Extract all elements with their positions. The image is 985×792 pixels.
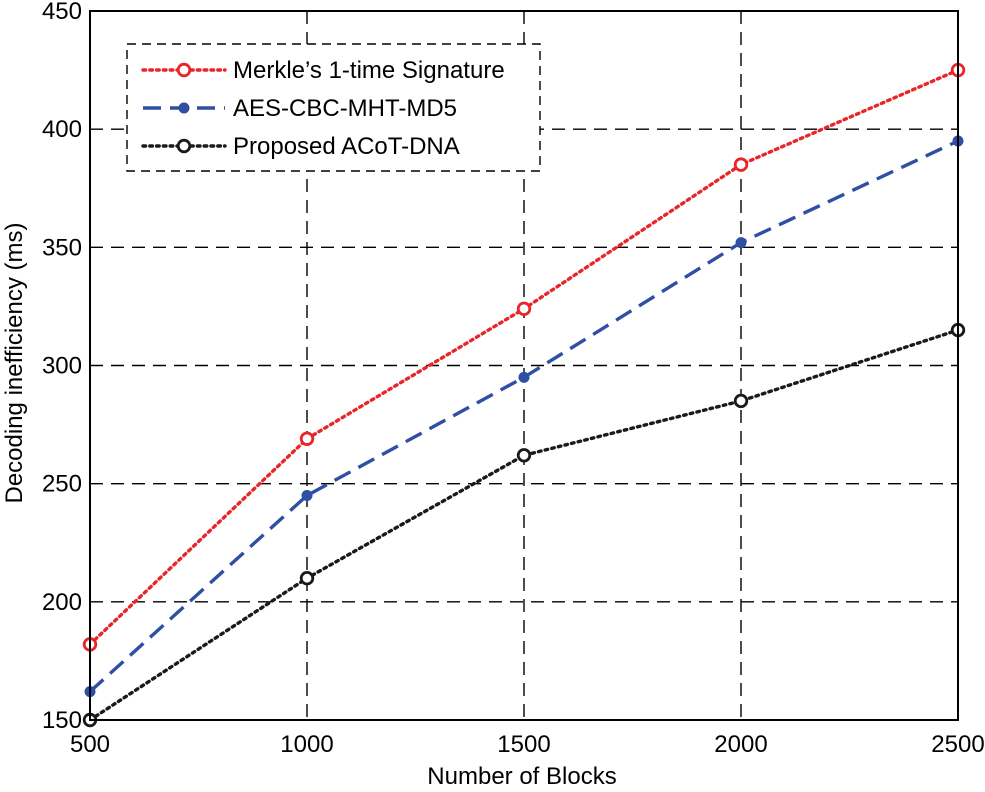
grid <box>90 11 958 720</box>
legend-label: AES-CBC-MHT-MD5 <box>233 95 457 122</box>
x-tick-label: 1500 <box>497 731 550 758</box>
plot-frame <box>89 10 959 721</box>
data-point <box>301 489 313 501</box>
data-point <box>733 393 749 409</box>
x-tick-label: 500 <box>70 731 110 758</box>
legend-label: Proposed ACoT-DNA <box>233 133 460 160</box>
x-tick-label: 1000 <box>280 731 333 758</box>
data-point <box>733 157 749 172</box>
x-axis-title: Number of Blocks <box>427 763 616 787</box>
y-tick-label: 200 <box>42 589 82 616</box>
series-1 <box>82 62 966 652</box>
data-point <box>516 448 532 463</box>
axis-ticks: 500 1000 1500 2000 2500 150 200 250 300 350 400 450 <box>42 0 985 758</box>
legend-marker <box>176 138 192 154</box>
y-tick-label: 400 <box>42 116 82 143</box>
x-tick-label: 2500 <box>931 731 984 758</box>
data-point <box>516 301 532 316</box>
y-tick-label: 350 <box>42 234 82 261</box>
legend-marker <box>178 102 190 114</box>
y-tick-label: 450 <box>42 0 82 25</box>
y-tick-label: 150 <box>42 707 82 734</box>
data-point <box>518 371 530 383</box>
series-layer <box>82 62 966 728</box>
x-tick-label: 2000 <box>714 731 767 758</box>
legend-entry: AES-CBC-MHT-MD5 <box>143 95 457 122</box>
y-tick-label: 300 <box>42 353 82 380</box>
legend-label: Merkle’s 1-time Signature <box>233 57 505 84</box>
legend-entry: Merkle’s 1-time Signature <box>141 57 505 84</box>
legend-box <box>126 43 541 172</box>
data-point <box>299 431 315 446</box>
series-line <box>88 139 959 693</box>
y-axis-title: Decoding inefficiency (ms) <box>1 222 28 503</box>
series-2 <box>84 135 964 698</box>
data-point <box>735 237 747 249</box>
legend: Merkle’s 1-time Signature AES-CBC-MHT-MD5… <box>126 43 541 172</box>
legend-entry: Proposed ACoT-DNA <box>141 133 460 160</box>
legend-marker <box>176 62 192 78</box>
data-point <box>299 571 315 586</box>
y-tick-label: 250 <box>42 471 82 498</box>
